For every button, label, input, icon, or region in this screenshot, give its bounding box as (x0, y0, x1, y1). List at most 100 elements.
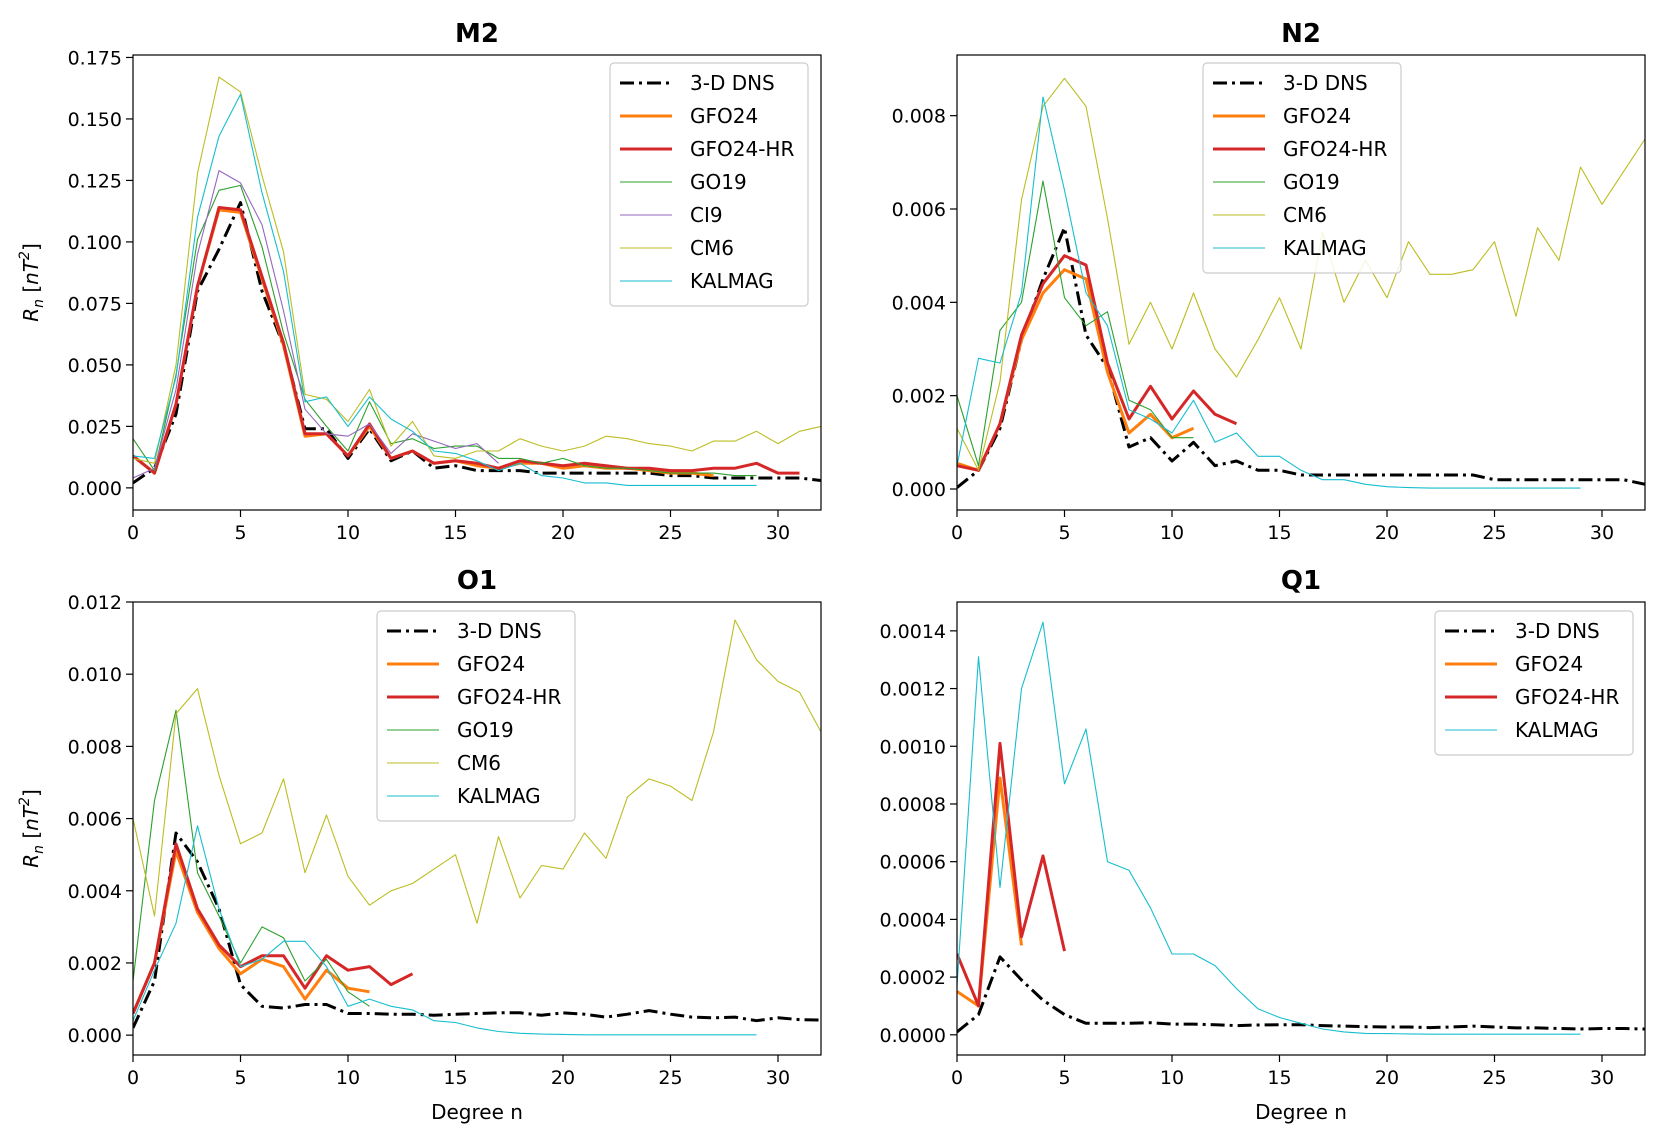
y-tick-label: 0.000 (68, 478, 122, 500)
y-tick-label: 0.004 (892, 292, 946, 314)
y-tick-label: 0.0010 (880, 736, 946, 758)
y-tick-label: 0.012 (68, 592, 122, 614)
y-tick-label: 0.125 (68, 170, 122, 192)
x-axis-label: Degree n (431, 1100, 523, 1124)
y-tick-label: 0.050 (68, 355, 122, 377)
legend: 3-D DNS GFO24 GFO24-HR GO19 CI9 CM6 KALMAG (609, 62, 809, 307)
legend-entry-KALMAG: KALMAG (690, 269, 774, 293)
y-tick-label: 0.150 (68, 109, 122, 131)
x-tick-label: 0 (951, 522, 963, 544)
x-tick-label: 30 (1590, 522, 1614, 544)
series-line-KALMAG (957, 621, 1581, 1035)
legend-entry-CM6: CM6 (1283, 203, 1327, 227)
x-tick-label: 0 (127, 1067, 139, 1089)
chart-title: Q1 (1281, 566, 1321, 596)
legend-entry-3-D DNS: 3-D DNS (690, 71, 775, 95)
y-tick-label: 0.002 (892, 386, 946, 408)
legend-box (1434, 610, 1634, 756)
x-tick-label: 15 (443, 522, 467, 544)
series-line-KALMAG (957, 96, 1581, 489)
y-tick-label: 0.010 (68, 664, 122, 686)
legend-entry-GFO24-HR: GFO24-HR (1283, 137, 1387, 161)
y-tick-label: 0.0006 (880, 852, 946, 874)
legend-entry-CI9: CI9 (690, 203, 723, 227)
x-tick-label: 5 (234, 522, 246, 544)
series-line-GFO24-HR (133, 206, 800, 475)
legend-entry-GFO24: GFO24 (457, 652, 525, 676)
legend-entry-GFO24: GFO24 (1515, 652, 1583, 676)
x-tick-label: 15 (443, 1067, 467, 1089)
x-tick-label: 25 (1482, 1067, 1506, 1089)
legend: 3-D DNS GFO24 GFO24-HR GO19 CM6 KALMAG (1202, 62, 1402, 274)
y-tick-label: 0.006 (892, 199, 946, 221)
x-tick-label: 10 (1160, 522, 1184, 544)
y-tick-label: 0.0000 (880, 1025, 946, 1047)
y-tick-label: 0.006 (68, 809, 122, 831)
y-tick-label: 0.000 (892, 479, 946, 501)
x-tick-label: 15 (1267, 522, 1291, 544)
legend-entry-KALMAG: KALMAG (457, 784, 541, 808)
series-line-CM6 (133, 76, 821, 464)
axes-frame (132, 601, 822, 1056)
series-line-CM6 (133, 619, 821, 924)
y-axis-label: Rn [nT2] (17, 789, 47, 868)
y-tick-label: 0.175 (68, 47, 122, 69)
series-line-CI9 (133, 170, 499, 479)
panel-O1: O1 0 5 10 15 20 25 30 0.000 0.002 0.004 0.006 0.008 0… (17, 566, 822, 1124)
x-tick-label: 30 (1590, 1067, 1614, 1089)
series-line-3-D DNS (957, 226, 1645, 489)
y-tick-label: 0.0014 (880, 621, 946, 643)
x-tick-label: 10 (336, 1067, 360, 1089)
x-axis-label: Degree n (1255, 1100, 1347, 1124)
x-tick-label: 20 (551, 522, 575, 544)
y-tick-label: 0.075 (68, 293, 122, 315)
series-line-GO19 (957, 180, 1194, 467)
x-tick-label: 25 (658, 522, 682, 544)
series-line-GFO24-HR (957, 254, 1238, 472)
series-line-GO19 (133, 184, 757, 477)
x-tick-label: 20 (551, 1067, 575, 1089)
legend-entry-3-D DNS: 3-D DNS (1515, 619, 1600, 643)
legend-entry-3-D DNS: 3-D DNS (457, 619, 542, 643)
axes-frame (132, 54, 822, 511)
axes-frame (956, 54, 1646, 511)
x-tick-label: 25 (658, 1067, 682, 1089)
legend-entry-GFO24-HR: GFO24-HR (1515, 685, 1619, 709)
legend-entry-GO19: GO19 (1283, 170, 1340, 194)
x-tick-label: 5 (234, 1067, 246, 1089)
legend-entry-KALMAG: KALMAG (1283, 236, 1367, 260)
panel-Q1: Q1 0 5 10 15 20 25 30 0.0000 0.0002 0.0004 0.0006 0.… (880, 566, 1646, 1124)
series-line-GO19 (133, 709, 370, 1007)
y-tick-label: 0.0008 (880, 794, 946, 816)
x-tick-label: 20 (1375, 1067, 1399, 1089)
y-tick-label: 0.0004 (880, 909, 946, 931)
chart-title: N2 (1281, 19, 1321, 49)
series-line-3-D DNS (133, 831, 821, 1029)
series-line-3-D DNS (957, 955, 1645, 1034)
x-tick-label: 25 (1482, 522, 1506, 544)
legend-entry-CM6: CM6 (690, 236, 734, 260)
x-tick-label: 10 (336, 522, 360, 544)
x-tick-label: 0 (127, 522, 139, 544)
axes-frame (956, 601, 1646, 1056)
legend-entry-GO19: GO19 (457, 718, 514, 742)
y-tick-label: 0.0012 (880, 679, 946, 701)
y-tick-label: 0.025 (68, 416, 122, 438)
legend-entry-CM6: CM6 (457, 751, 501, 775)
legend-entry-KALMAG: KALMAG (1515, 718, 1599, 742)
y-tick-label: 0.004 (68, 881, 122, 903)
chart-title: M2 (455, 19, 499, 49)
y-tick-label: 0.000 (68, 1025, 122, 1047)
legend: 3-D DNS GFO24 GFO24-HR KALMAG (1434, 610, 1634, 756)
x-tick-label: 15 (1267, 1067, 1291, 1089)
legend-entry-GFO24: GFO24 (1283, 104, 1351, 128)
x-tick-label: 10 (1160, 1067, 1184, 1089)
series-line-CM6 (957, 77, 1645, 471)
legend: 3-D DNS GFO24 GFO24-HR GO19 CM6 KALMAG (376, 610, 576, 822)
series-line-KALMAG (133, 93, 757, 486)
legend-entry-GFO24: GFO24 (690, 104, 758, 128)
x-tick-label: 30 (766, 1067, 790, 1089)
legend-entry-3-D DNS: 3-D DNS (1283, 71, 1368, 95)
y-tick-label: 0.0002 (880, 967, 946, 989)
x-tick-label: 20 (1375, 522, 1399, 544)
